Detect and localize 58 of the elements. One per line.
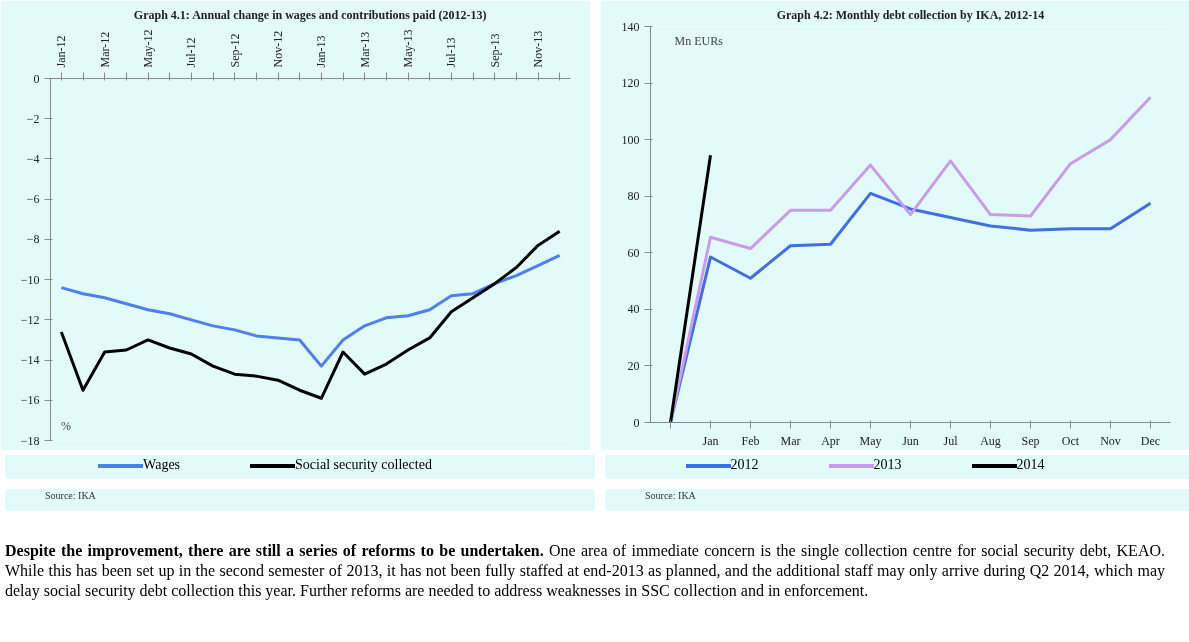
x-tick-label: Jan [702, 433, 719, 448]
x-tick-label: Jul-13 [444, 37, 459, 68]
x-tick-label: Nov [1100, 433, 1121, 448]
x-tick-label: Nov-12 [271, 30, 285, 68]
y-tick-label: −18 [20, 433, 40, 448]
source-note: Source: IKA [645, 489, 696, 503]
chart-title: Graph 4.2: Monthly debt collection by IKA, 2012-14 [776, 7, 1045, 22]
y-tick-label: −8 [26, 232, 40, 247]
x-tick-label: Dec [1140, 433, 1161, 448]
y-tick-label: −6 [26, 192, 40, 207]
y-tick-label: 0 [633, 415, 640, 430]
y-tick-label: −14 [20, 353, 40, 368]
x-tick-label: May-13 [401, 29, 415, 68]
y-tick-label: 100 [621, 132, 640, 147]
text: Despite the improvement, there are still a series of reforms to be undertaken. [5, 542, 544, 559]
y-axis-title: Mn EURs [674, 34, 724, 49]
x-tick-label: Oct [1061, 433, 1080, 448]
y-tick-label: −2 [26, 111, 40, 126]
x-tick-label: Jan-13 [314, 35, 329, 68]
x-tick-label: May [859, 433, 882, 448]
line-series [59, 253, 562, 368]
y-tick-label: 140 [621, 19, 640, 34]
x-tick-label: Feb [741, 433, 760, 448]
x-tick-label: Jan-12 [54, 35, 69, 68]
x-tick-label: Sep-12 [227, 33, 242, 68]
x-tick-label: Mar-13 [357, 31, 372, 68]
legend-label: Wages [143, 457, 181, 472]
x-tick-label: Mar-12 [97, 31, 112, 68]
x-tick-label: Jul [943, 433, 959, 448]
y-tick-label: −16 [20, 393, 40, 408]
y-tick-label: 80 [627, 189, 640, 204]
x-tick-label: Mar [780, 433, 801, 448]
y-tick-label: 60 [627, 245, 640, 260]
y-tick-label: 20 [627, 358, 640, 373]
y-axis-title: % [61, 419, 71, 434]
legend-label: 2012 [730, 457, 759, 472]
y-tick-label: 40 [627, 302, 640, 317]
line-series [59, 229, 562, 400]
y-tick-label: −10 [20, 272, 40, 287]
x-tick-label: Nov-13 [531, 30, 545, 68]
x-tick-label: Jun [902, 433, 919, 448]
y-tick-label: 0 [33, 71, 40, 86]
x-tick-label: Sep-13 [487, 33, 502, 68]
y-tick-label: −4 [26, 151, 40, 166]
x-tick-label: May-12 [141, 29, 155, 68]
source-note: Source: IKA [45, 489, 96, 503]
line-series [669, 191, 1152, 423]
y-tick-label: −12 [20, 312, 40, 327]
x-tick-label: Jul-12 [184, 37, 199, 68]
x-tick-label: Sep [1021, 433, 1040, 448]
legend-label: 2014 [1016, 457, 1045, 472]
legend-label: 2013 [873, 457, 902, 472]
chart-title: Graph 4.1: Annual change in wages and contributions paid (2012-13) [133, 7, 487, 22]
legend-label: Social security collected [295, 457, 432, 472]
x-tick-label: Apr [821, 433, 840, 448]
x-tick-label: Aug [980, 433, 1001, 448]
line-series [669, 95, 1152, 423]
y-tick-label: 120 [621, 76, 640, 91]
